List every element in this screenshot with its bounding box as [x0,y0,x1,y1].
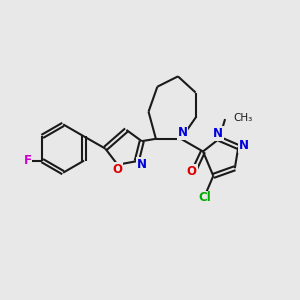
Text: CH₃: CH₃ [233,112,253,123]
Text: Cl: Cl [198,191,211,205]
Text: O: O [187,165,197,178]
Text: N: N [137,158,147,171]
Text: N: N [177,126,188,140]
Text: O: O [112,163,123,176]
Text: N: N [238,139,249,152]
Text: F: F [23,154,32,167]
Text: N: N [213,127,223,140]
